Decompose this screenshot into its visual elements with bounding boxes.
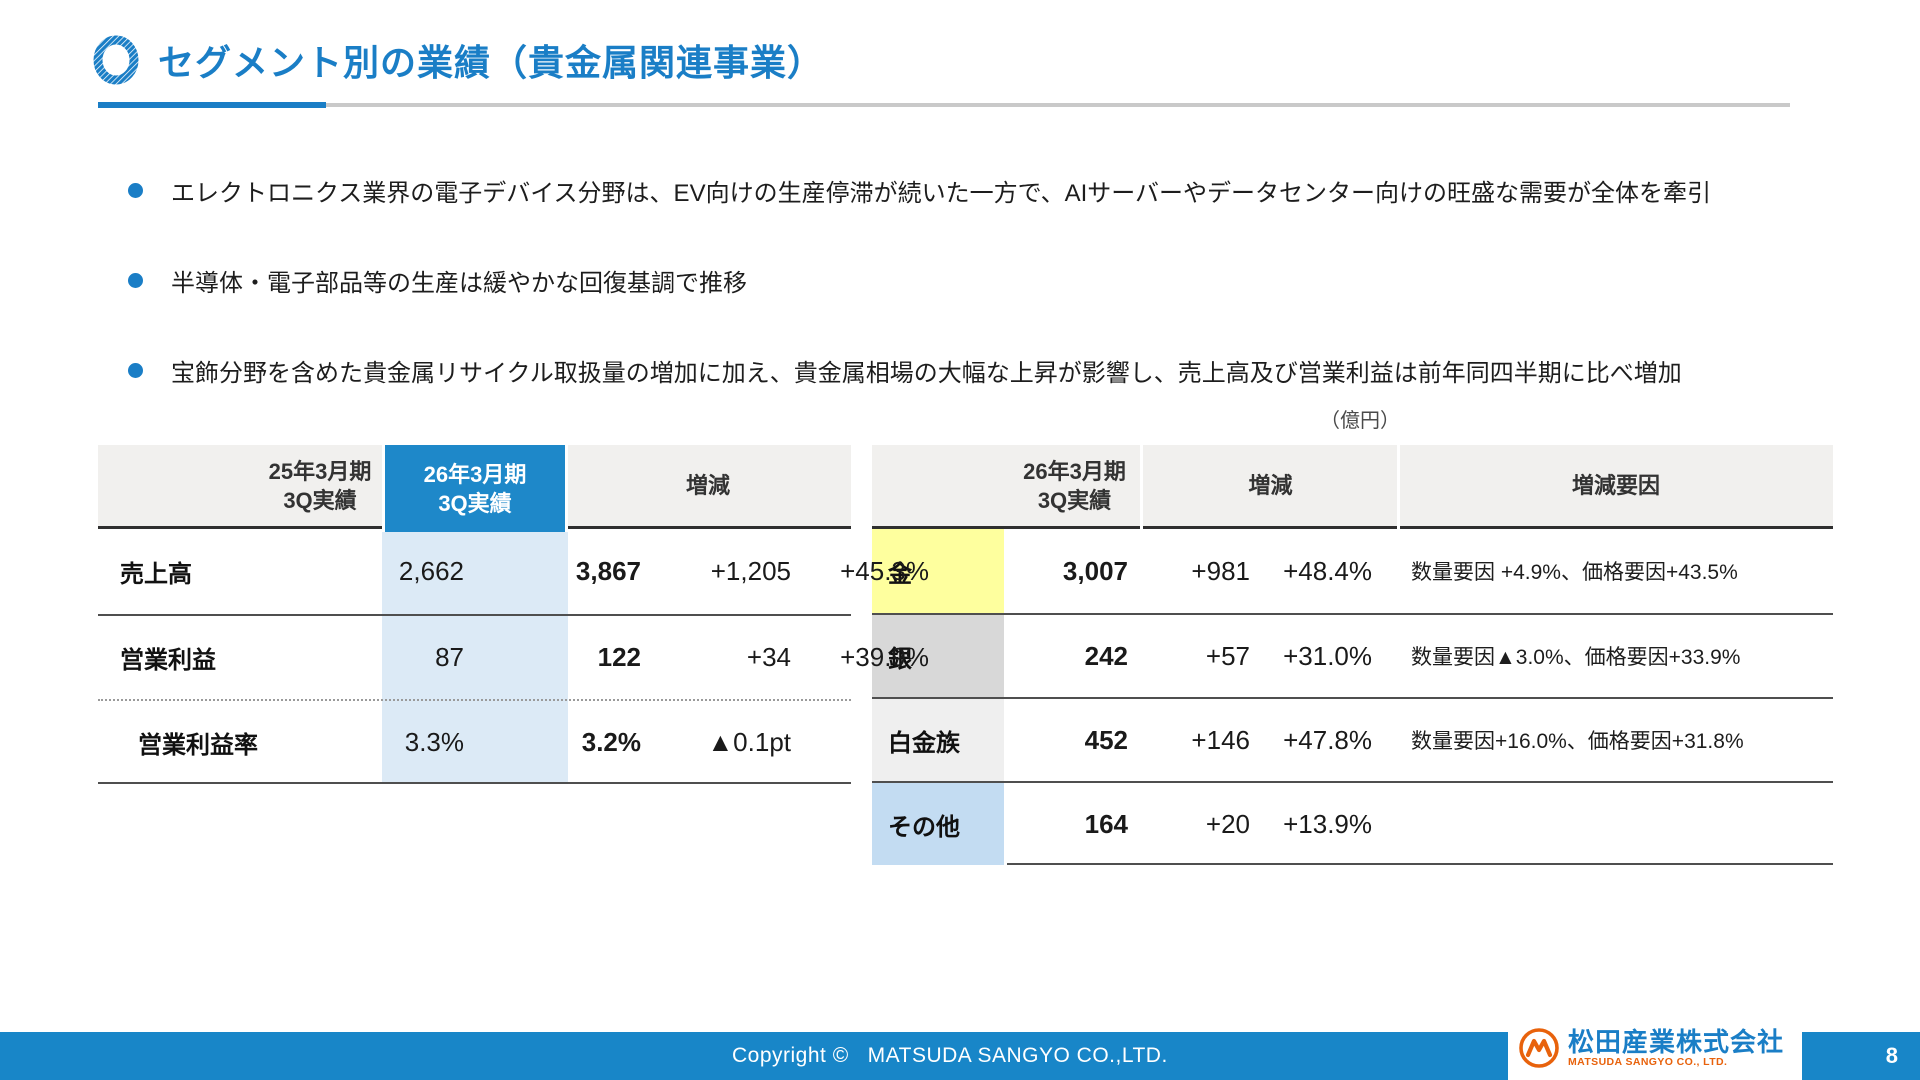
change-value: +20 [1205,808,1250,839]
factor-text: 数量要因+16.0%、価格要因+31.8% [1411,730,1744,753]
bullet-icon [128,182,143,198]
curr-value: 3,007 [1062,555,1128,586]
row-label: 白金族 [888,729,960,757]
factor-text: 数量要因▲3.0%、価格要因+33.9% [1411,646,1741,669]
header-curr-line1: 26年3月期 [1023,458,1126,484]
curr-value: 122 [597,642,641,672]
prev-value: 87 [435,642,464,672]
change-pct: - [920,727,929,757]
summary-table: 25年3月期 3Q実績 増減 26年3月期 3Q実績 売上高 2,662 3,8… [98,445,929,784]
row-label: 営業利益 [120,647,216,674]
header-factor-label: 増減要因 [1571,473,1660,498]
page-title: セグメント別の業績（貴金属関連事業） [158,42,825,83]
factor-text: 数量要因 +4.9%、価格要因+43.5% [1411,561,1738,584]
table-row: 営業利益 87 122 +34 +39.9% [98,614,929,699]
bullet-icon [128,362,143,378]
bullet-text: エレクトロニクス業界の電子デバイス分野は、EV向けの生産停滞が続いた一方で、AI… [171,179,1712,207]
header-curr-line1: 26年3月期 [423,461,527,487]
metals-table: 26年3月期 3Q実績 増減 増減要因 金 3,007 +981 +48.4% … [872,445,1833,865]
copyright-text: Copyright © MATSUDA SANGYO CO.,LTD. [732,1044,1168,1067]
change-pct: +45.3% [840,556,929,586]
row-label: 金 [888,560,912,588]
title-row: セグメント別の業績（貴金属関連事業） [92,34,824,86]
table-row-gold: 金 3,007 +981 +48.4% 数量要因 +4.9%、価格要因+43.5… [872,529,1833,613]
header-current-period: 26年3月期 3Q実績 [382,445,568,532]
company-logo: 松田産業株式会社 MATSUDA SANGYO CO., LTD. [1508,1016,1802,1080]
row-label: 売上高 [120,561,192,588]
header-change-label: 増減 [685,473,730,498]
hatched-circle-icon [92,34,140,86]
change-pct: +47.8% [1283,724,1372,755]
change-value: +34 [746,642,791,672]
row-label: 銀 [888,645,912,673]
prev-value: 3.3% [404,727,464,757]
bullet-item: 宝飾分野を含めた貴金属リサイクル取扱量の増加に加え、貴金属相場の大幅な上昇が影響… [128,354,1682,387]
table-row-other: その他 164 +20 +13.9% [872,781,1833,865]
logo-name-en: MATSUDA SANGYO CO., LTD. [1568,1056,1728,1068]
title-underline-blue [98,102,326,108]
page-number: 8 [1885,1043,1898,1068]
change-value: ▲0.1pt [707,727,791,757]
header-change-label: 増減 [1248,473,1293,498]
header-current-period: 26年3月期 3Q実績 [1007,445,1142,526]
row-label-cell: 金 [872,529,1007,613]
title-underline-gray [326,103,1790,107]
change-pct: +13.9% [1283,808,1372,839]
change-value: +57 [1205,640,1250,671]
bullet-text: 半導体・電子部品等の生産は緩やかな回復基調で推移 [171,269,747,297]
prev-value: 2,662 [398,556,464,586]
metals-table-header: 26年3月期 3Q実績 増減 増減要因 [872,445,1833,529]
curr-value: 452 [1084,724,1128,755]
logo-name-jp: 松田産業株式会社 [1568,1027,1785,1057]
header-divider [1140,445,1143,529]
change-pct: +39.9% [840,642,929,672]
table-row: 営業利益率 3.3% 3.2% ▲0.1pt - [98,699,929,784]
header-prev-line1: 25年3月期 [268,458,372,484]
change-pct: +31.0% [1283,640,1372,671]
bullet-text: 宝飾分野を含めた貴金属リサイクル取扱量の増加に加え、貴金属相場の大幅な上昇が影響… [171,359,1682,387]
table-row: 売上高 2,662 3,867 +1,205 +45.3% [98,529,929,614]
row-label: その他 [888,813,960,841]
curr-value: 164 [1084,808,1128,839]
row-label-cell: その他 [872,783,1007,865]
header-prev-period: 25年3月期 3Q実績 [255,445,385,526]
change-pct: +48.4% [1283,555,1372,586]
logo-text: 松田産業株式会社 MATSUDA SANGYO CO., LTD. [1568,1028,1784,1068]
curr-value: 3,867 [575,556,641,586]
curr-value: 3.2% [581,727,641,757]
header-divider [1397,445,1400,529]
table-row-silver: 銀 242 +57 +31.0% 数量要因▲3.0%、価格要因+33.9% [872,613,1833,697]
header-curr-line2: 3Q実績 [1037,487,1112,513]
header-curr-line2: 3Q実績 [438,490,512,516]
curr-value: 242 [1084,640,1128,671]
row-label-cell: 白金族 [872,699,1007,781]
current-period-highlight-column [382,532,568,782]
header-prev-line2: 3Q実績 [283,487,357,513]
unit-label: （億円） [1320,410,1400,432]
row-label-cell: 銀 [872,615,1007,697]
row-label: 営業利益率 [138,732,258,759]
change-value: +146 [1191,724,1250,755]
table-row-platinum: 白金族 452 +146 +47.8% 数量要因+16.0%、価格要因+31.8… [872,697,1833,781]
bullet-item: エレクトロニクス業界の電子デバイス分野は、EV向けの生産停滞が続いた一方で、AI… [128,174,1712,207]
header-change: 増減 [1142,445,1399,526]
bullet-item: 半導体・電子部品等の生産は緩やかな回復基調で推移 [128,264,747,297]
header-change: 増減 [565,445,851,526]
matsuda-logo-icon [1518,1027,1560,1069]
change-value: +981 [1191,555,1250,586]
bullet-icon [128,272,143,288]
change-value: +1,205 [710,556,791,586]
header-factor: 増減要因 [1399,445,1833,526]
